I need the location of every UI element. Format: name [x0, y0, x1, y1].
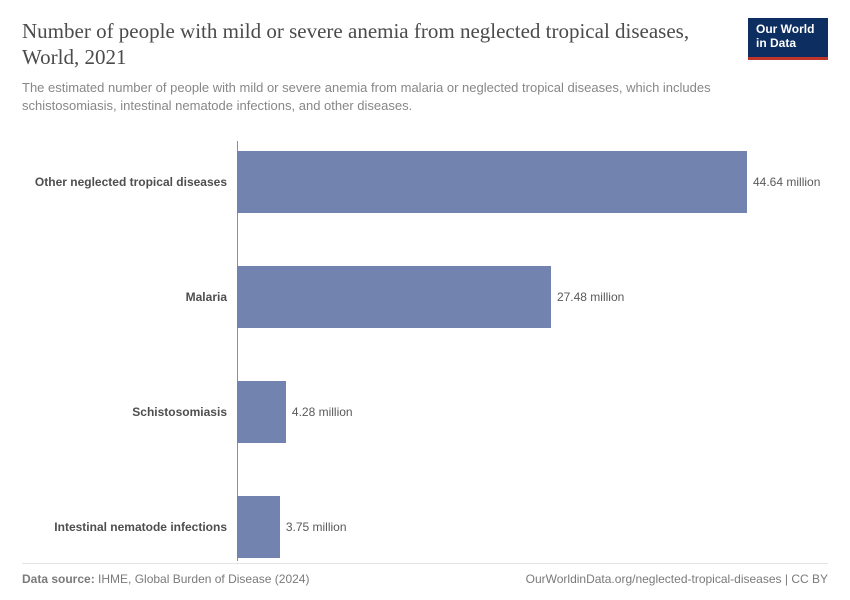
bar-row: Intestinal nematode infections 3.75 milli…	[22, 496, 828, 558]
chart-header: Our World in Data Number of people with …	[22, 18, 828, 115]
bar	[237, 381, 286, 443]
bar-track: 44.64 million	[237, 151, 828, 213]
chart-title: Number of people with mild or severe ane…	[22, 18, 742, 71]
category-label: Malaria	[22, 290, 237, 304]
chart-footer: Data source: IHME, Global Burden of Dise…	[22, 563, 828, 586]
bar-track: 3.75 million	[237, 496, 828, 558]
owid-logo: Our World in Data	[748, 18, 828, 60]
bar-row: Other neglected tropical diseases 44.64 m…	[22, 151, 828, 213]
bar	[237, 151, 747, 213]
attribution: OurWorldinData.org/neglected-tropical-di…	[526, 572, 828, 586]
data-source-prefix: Data source:	[22, 572, 95, 586]
bar-track: 27.48 million	[237, 266, 828, 328]
category-label: Schistosomiasis	[22, 405, 237, 419]
bar-row: Malaria 27.48 million	[22, 266, 828, 328]
category-label: Other neglected tropical diseases	[22, 175, 237, 189]
logo-line1: Our World	[756, 22, 814, 36]
logo-line2: in Data	[756, 36, 796, 50]
value-label: 27.48 million	[551, 290, 624, 304]
value-label: 3.75 million	[280, 520, 347, 534]
value-label: 4.28 million	[286, 405, 353, 419]
data-source: Data source: IHME, Global Burden of Dise…	[22, 572, 309, 586]
bar-row: Schistosomiasis 4.28 million	[22, 381, 828, 443]
chart-plot-area: Other neglected tropical diseases 44.64 m…	[22, 141, 828, 561]
category-label: Intestinal nematode infections	[22, 520, 237, 534]
chart-subtitle: The estimated number of people with mild…	[22, 79, 782, 115]
bar	[237, 266, 551, 328]
bar-track: 4.28 million	[237, 381, 828, 443]
data-source-text: IHME, Global Burden of Disease (2024)	[95, 572, 310, 586]
bar	[237, 496, 280, 558]
value-label: 44.64 million	[747, 175, 820, 189]
